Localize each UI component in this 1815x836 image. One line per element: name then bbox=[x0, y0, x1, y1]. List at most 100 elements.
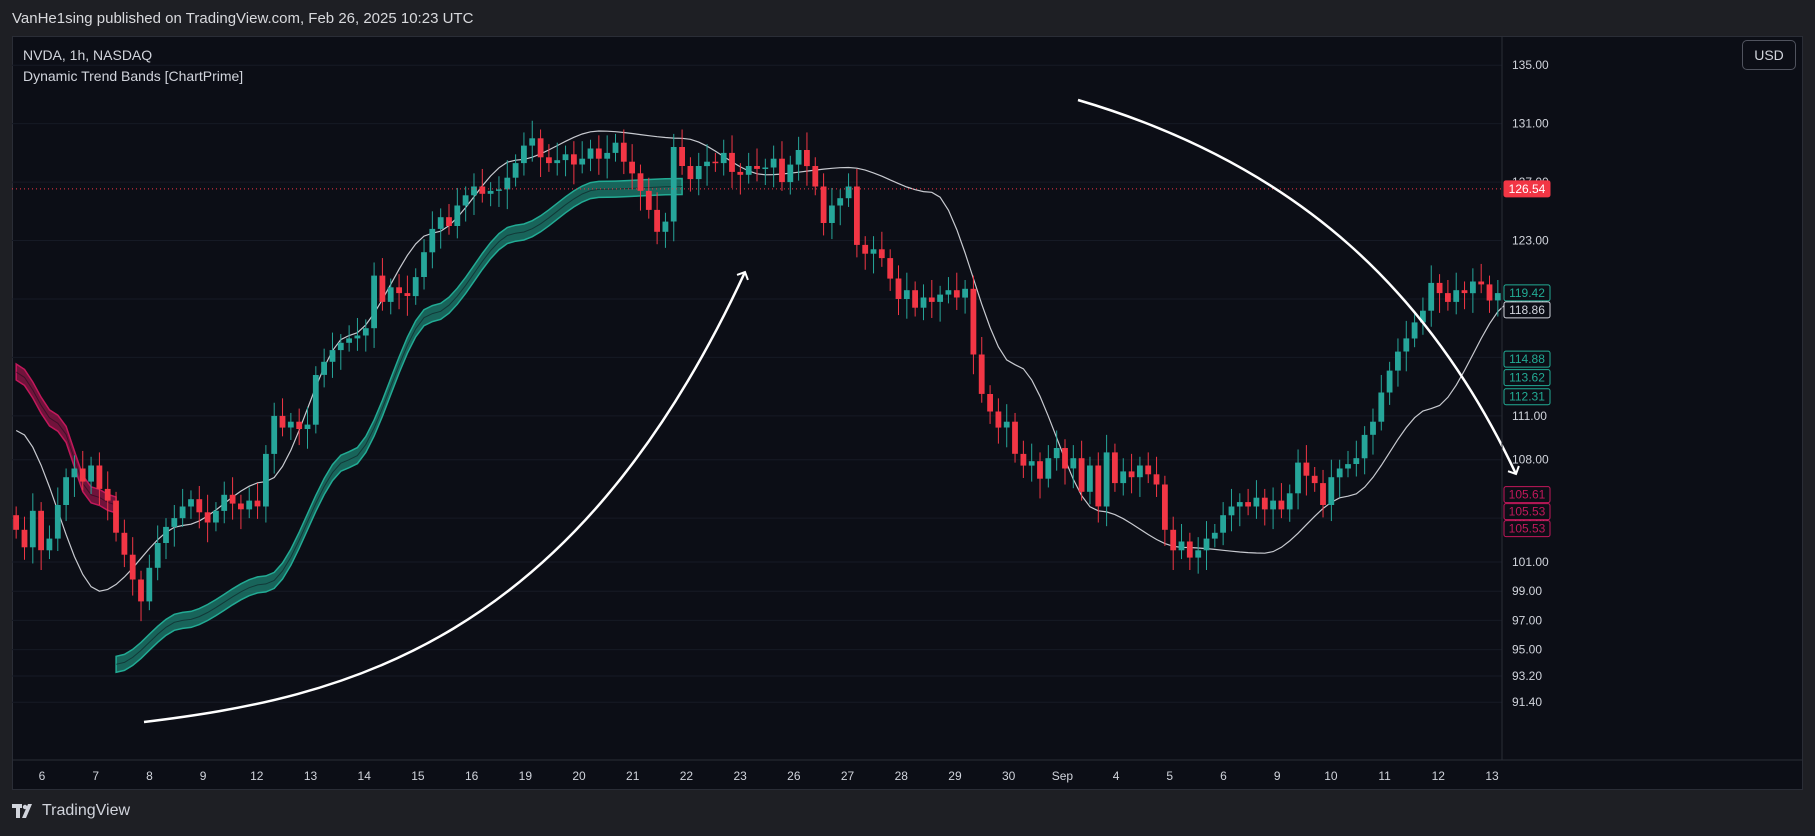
candle bbox=[13, 506, 19, 539]
candle bbox=[1078, 440, 1085, 501]
candle bbox=[1245, 488, 1251, 516]
candle bbox=[1361, 426, 1368, 475]
candle bbox=[1162, 475, 1168, 546]
candle bbox=[953, 272, 960, 310]
x-tick-label: 19 bbox=[519, 769, 533, 783]
candle bbox=[995, 398, 1002, 444]
candle bbox=[246, 487, 253, 519]
candle bbox=[587, 139, 594, 172]
candle bbox=[845, 173, 852, 207]
candle bbox=[687, 157, 694, 192]
trend-bands bbox=[15, 177, 683, 674]
svg-text:118.86: 118.86 bbox=[1509, 303, 1545, 317]
price-chart[interactable]: 135.00131.00127.00123.00119.00115.00111.… bbox=[12, 36, 1803, 790]
candle bbox=[987, 385, 993, 424]
candle bbox=[762, 158, 769, 186]
candle bbox=[1478, 263, 1485, 294]
x-tick-label: 13 bbox=[304, 769, 318, 783]
candle bbox=[412, 268, 419, 305]
x-tick-label: 13 bbox=[1485, 769, 1499, 783]
candle bbox=[1220, 502, 1226, 546]
candle bbox=[795, 136, 802, 181]
candle bbox=[1037, 452, 1043, 499]
x-tick-label: 8 bbox=[146, 769, 153, 783]
candle bbox=[962, 279, 968, 314]
grid bbox=[12, 64, 1502, 703]
y-tick-label: 108.00 bbox=[1512, 453, 1549, 467]
candle bbox=[354, 317, 361, 351]
candle bbox=[521, 132, 527, 176]
y-tick-label: 111.00 bbox=[1512, 409, 1547, 423]
time-axis[interactable]: 6 7 8 9 12 13 14 15 16 19 20 21 22 23 26 27 28 29 30 Sep 4 5 6… bbox=[12, 759, 1803, 783]
candle bbox=[720, 139, 727, 176]
candle bbox=[1486, 275, 1493, 313]
price-label: 119.42 bbox=[1503, 284, 1551, 302]
candle bbox=[213, 502, 219, 532]
candle bbox=[1053, 430, 1060, 471]
candle bbox=[1403, 320, 1410, 372]
candle bbox=[263, 445, 269, 523]
candle bbox=[662, 212, 669, 248]
candle bbox=[279, 398, 286, 437]
candle bbox=[637, 164, 644, 211]
currency-button[interactable]: USD bbox=[1742, 40, 1796, 70]
candle bbox=[978, 336, 985, 403]
trend-arrows bbox=[143, 98, 1520, 724]
candle bbox=[612, 133, 619, 162]
y-tick-label: 95.00 bbox=[1512, 643, 1542, 657]
candle bbox=[1395, 338, 1401, 387]
candle bbox=[712, 152, 719, 172]
candle bbox=[1070, 445, 1077, 489]
candle bbox=[1178, 523, 1185, 560]
candle bbox=[1311, 467, 1318, 492]
svg-text:113.62: 113.62 bbox=[1509, 371, 1545, 385]
candle bbox=[804, 132, 810, 186]
y-tick-label: 131.00 bbox=[1512, 117, 1549, 131]
x-tick-label: 9 bbox=[200, 769, 207, 783]
x-tick-label: 5 bbox=[1166, 769, 1173, 783]
price-label: 105.53 bbox=[1503, 503, 1551, 521]
candle bbox=[462, 186, 469, 222]
candle bbox=[1378, 374, 1385, 431]
candle bbox=[670, 133, 677, 242]
candle bbox=[629, 144, 635, 190]
svg-text:105.53: 105.53 bbox=[1509, 505, 1546, 519]
candle bbox=[1087, 456, 1093, 505]
candle bbox=[1145, 452, 1152, 484]
candle bbox=[529, 120, 536, 162]
candle bbox=[21, 516, 28, 560]
candle bbox=[937, 285, 943, 322]
candle bbox=[645, 177, 652, 219]
candles bbox=[13, 120, 1501, 622]
x-tick-label: 12 bbox=[250, 769, 264, 783]
candle bbox=[46, 525, 53, 560]
candle bbox=[1270, 487, 1276, 530]
candle bbox=[704, 144, 710, 186]
candle bbox=[1411, 313, 1418, 348]
symbol-info: NVDA, 1h, NASDAQ bbox=[23, 47, 153, 63]
y-tick-label: 93.20 bbox=[1512, 669, 1542, 683]
x-tick-label: 21 bbox=[626, 769, 640, 783]
candle bbox=[154, 525, 161, 581]
candle bbox=[928, 279, 935, 318]
candle bbox=[487, 182, 494, 207]
candle bbox=[1045, 445, 1052, 488]
candle bbox=[1328, 459, 1335, 522]
candle bbox=[903, 272, 910, 319]
candle bbox=[446, 204, 452, 235]
candle bbox=[945, 277, 952, 304]
candle bbox=[54, 487, 61, 552]
svg-text:119.42: 119.42 bbox=[1509, 286, 1545, 300]
candle bbox=[396, 274, 402, 310]
candle bbox=[1386, 361, 1393, 405]
candle bbox=[63, 468, 69, 522]
candle bbox=[163, 518, 169, 560]
candle bbox=[887, 249, 894, 291]
candle bbox=[554, 142, 561, 176]
candle bbox=[271, 402, 278, 474]
price-label: 112.31 bbox=[1503, 388, 1551, 406]
candle bbox=[121, 519, 128, 568]
band-lower-band bbox=[115, 177, 683, 674]
x-tick-label: 6 bbox=[1220, 769, 1227, 783]
x-tick-label: 28 bbox=[895, 769, 909, 783]
